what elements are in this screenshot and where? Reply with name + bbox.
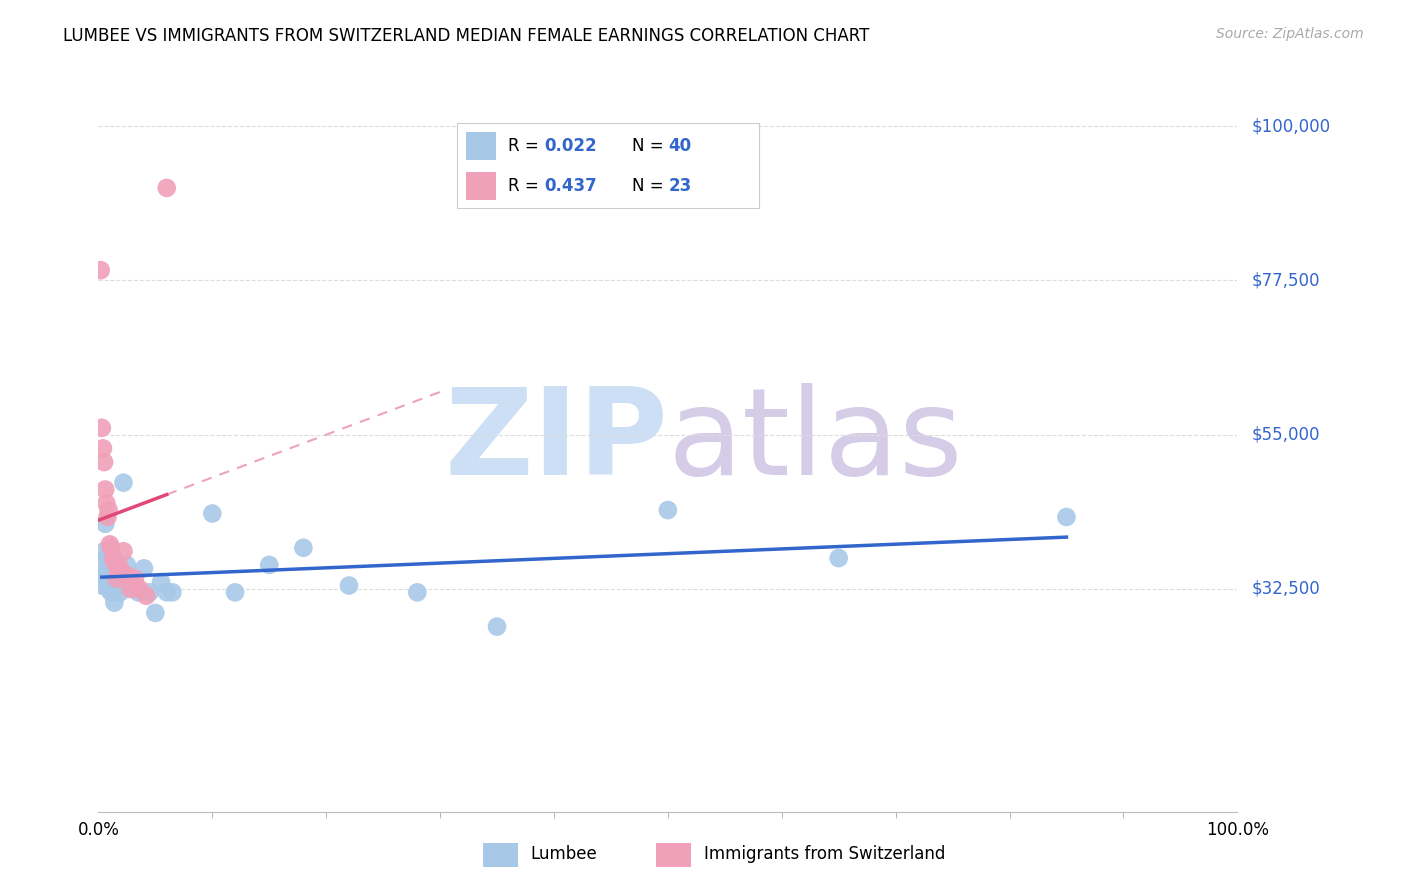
Point	[100, 541, 122, 555]
Point	[128, 582, 150, 596]
Point	[100, 585, 122, 599]
Point	[120, 572, 142, 586]
Point	[103, 596, 125, 610]
Text: $77,500: $77,500	[1251, 271, 1320, 289]
Point	[101, 561, 124, 575]
Point	[657, 503, 679, 517]
Point	[120, 582, 142, 596]
Point	[105, 572, 128, 586]
Point	[150, 575, 173, 590]
Point	[91, 442, 114, 456]
Point	[94, 572, 117, 586]
Point	[135, 589, 157, 603]
Point	[110, 565, 132, 579]
Point	[103, 585, 125, 599]
Point	[94, 516, 117, 531]
Point	[94, 483, 117, 497]
Point	[108, 585, 131, 599]
Point	[337, 578, 360, 592]
Point	[259, 558, 281, 572]
Point	[486, 619, 509, 633]
Text: Source: ZipAtlas.com: Source: ZipAtlas.com	[1216, 27, 1364, 41]
Point	[98, 578, 121, 592]
Point	[201, 507, 224, 521]
Point	[138, 585, 160, 599]
Point	[90, 578, 112, 592]
Point	[96, 510, 118, 524]
Text: atlas: atlas	[668, 383, 963, 500]
Point	[124, 582, 146, 596]
Text: $100,000: $100,000	[1251, 117, 1330, 136]
Point	[107, 561, 129, 575]
Point	[115, 558, 138, 572]
Point	[96, 496, 118, 510]
Point	[93, 544, 115, 558]
Point	[90, 421, 112, 435]
Text: $55,000: $55,000	[1251, 425, 1320, 443]
Point	[112, 475, 135, 490]
Point	[105, 578, 128, 592]
Point	[103, 554, 125, 568]
Text: LUMBEE VS IMMIGRANTS FROM SWITZERLAND MEDIAN FEMALE EARNINGS CORRELATION CHART: LUMBEE VS IMMIGRANTS FROM SWITZERLAND ME…	[63, 27, 870, 45]
Point	[115, 568, 138, 582]
Point	[98, 537, 121, 551]
Point	[292, 541, 315, 555]
Point	[93, 455, 115, 469]
Point	[104, 565, 127, 579]
Point	[110, 572, 132, 586]
Point	[162, 585, 184, 599]
Point	[112, 544, 135, 558]
Point	[224, 585, 246, 599]
Text: $32,500: $32,500	[1251, 580, 1320, 598]
Point	[132, 561, 155, 575]
Point	[156, 181, 179, 195]
Point	[107, 568, 129, 582]
Point	[96, 565, 118, 579]
Text: ZIP: ZIP	[444, 383, 668, 500]
Point	[156, 585, 179, 599]
Point	[97, 503, 120, 517]
Point	[1054, 510, 1078, 524]
Point	[90, 263, 112, 277]
Point	[828, 551, 851, 566]
Point	[108, 558, 131, 572]
Point	[96, 551, 118, 566]
Point	[103, 551, 125, 566]
Point	[97, 582, 120, 596]
Point	[127, 585, 149, 599]
Point	[124, 572, 146, 586]
Point	[91, 561, 114, 575]
Point	[406, 585, 429, 599]
Point	[108, 565, 131, 579]
Point	[145, 606, 167, 620]
